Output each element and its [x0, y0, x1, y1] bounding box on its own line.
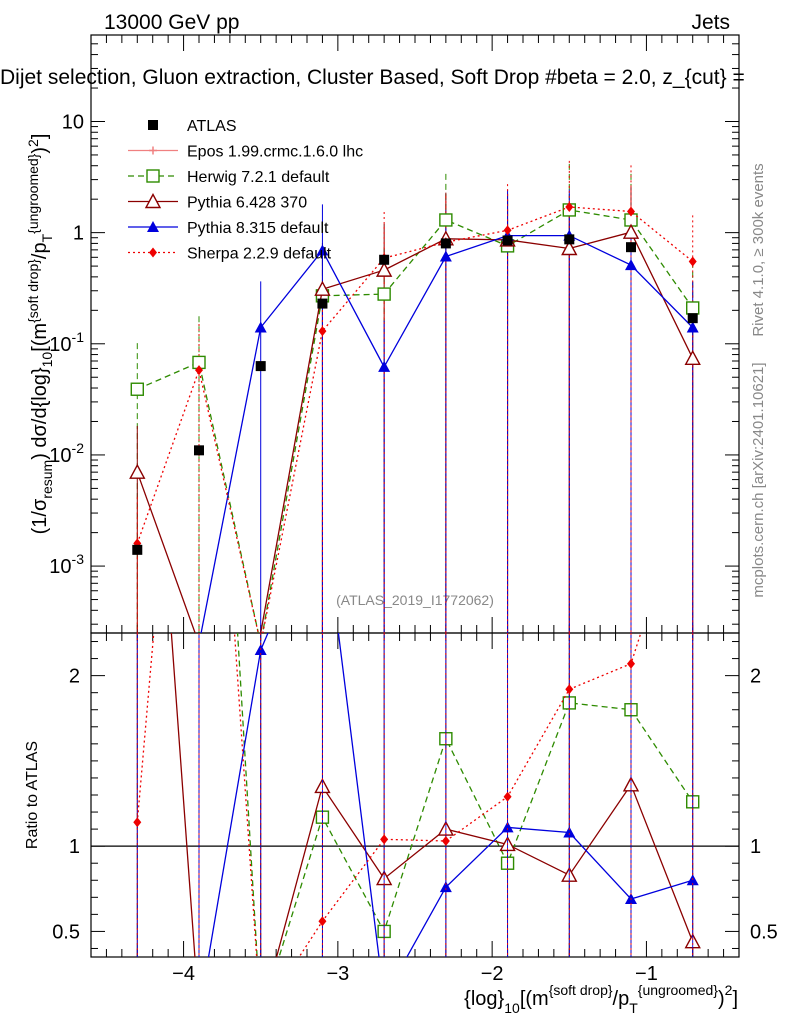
- x-axis-label: {log}10[(m{soft drop}/pT{ungroomed})2]: [464, 982, 738, 1016]
- ratio-line-pythia: [207, 633, 693, 957]
- atlas-data-point: [440, 238, 451, 249]
- atlas-data-point: [687, 313, 698, 324]
- axes-layer: 10-3 10-2 10-1 1 10 −4 −3 −2 −1 0.5 0.5 1 1 2 2: [49, 34, 778, 985]
- atlas-data-point: [194, 445, 204, 456]
- ratio-point: [439, 881, 452, 893]
- ratio-point: [565, 684, 574, 695]
- main-y-tick-label: 1: [73, 223, 84, 245]
- data-point: [622, 223, 640, 239]
- side-rivet-label: Rivet 4.1.0, ≥ 300k events: [750, 163, 767, 336]
- x-tick-label: −4: [172, 963, 195, 985]
- atlas-data-point: [317, 298, 328, 309]
- ratio-point: [503, 791, 512, 802]
- data-point: [686, 321, 699, 333]
- atlas-data-point: [379, 254, 390, 265]
- legend: ATLAS Epos 1.99.crmc.1.6.0 lhc Herwig 7.2.…: [128, 118, 363, 263]
- ratio-y-axis-label: Ratio to ATLAS: [24, 741, 41, 849]
- x-tick-label: −3: [326, 963, 349, 985]
- data-point: [375, 261, 393, 277]
- legend-label: Pythia 6.428 370: [187, 195, 307, 212]
- data-point: [316, 244, 329, 256]
- series-layer: [129, 160, 701, 957]
- data-point: [561, 240, 578, 256]
- data-point: [684, 349, 701, 366]
- atlas-data-point: [255, 361, 266, 372]
- main-y-tick-label: 10: [62, 111, 84, 133]
- data-point: [439, 250, 452, 262]
- series-line-pythia: [136, 231, 694, 633]
- legend-marker: [144, 193, 162, 209]
- ratio-point: [563, 826, 576, 838]
- legend-marker: [149, 146, 157, 155]
- main-y-tick-label: 10-1: [49, 329, 84, 356]
- main-series-group: [129, 160, 701, 633]
- legend-label: Sherpa 2.2.9 default: [187, 246, 332, 263]
- ratio-y-tick-label-right: 2: [750, 666, 761, 688]
- legend-label: ATLAS: [187, 118, 237, 135]
- series-line-sherpa: [136, 206, 694, 633]
- legend-marker: [148, 120, 158, 130]
- plot-title: Dijet selection, Gluon extraction, Clust…: [0, 66, 745, 89]
- ratio-line-pythia: [170, 633, 694, 957]
- ratio-y-tick-label-right: 1: [750, 836, 761, 858]
- data-point: [625, 259, 637, 271]
- legend-marker: [147, 221, 159, 232]
- data-point: [314, 280, 331, 296]
- ratio-point: [318, 916, 327, 927]
- main-y-tick-label: 10-2: [49, 440, 84, 467]
- data-point: [439, 213, 453, 227]
- atlas-data-point: [502, 235, 513, 246]
- data-point: [195, 365, 203, 376]
- x-tick-label: −2: [481, 963, 504, 985]
- header-jets: Jets: [691, 11, 730, 34]
- ratio-point: [627, 658, 635, 669]
- data-point: [254, 321, 267, 333]
- data-point: [378, 360, 391, 372]
- ratio-point: [133, 817, 142, 828]
- legend-marker: [149, 247, 157, 258]
- ratio-point: [501, 821, 514, 833]
- ratio-y-tick-label: 0.5: [52, 921, 80, 943]
- analysis-watermark: (ATLAS_2019_I1772062): [336, 592, 494, 608]
- ratio-line-herwig: [236, 633, 694, 957]
- data-point: [129, 463, 146, 479]
- data-point: [688, 256, 697, 267]
- legend-label: Pythia 8.315 default: [187, 220, 329, 237]
- atlas-data-point: [626, 242, 636, 253]
- side-mcplots-label: mcplots.cern.ch [arXiv:2401.10621]: [750, 362, 767, 597]
- legend-marker: [146, 169, 160, 183]
- series-line-herwig: [137, 209, 694, 633]
- data-point: [130, 382, 144, 396]
- series-line-pythia: [200, 234, 694, 633]
- ratio-point: [441, 836, 450, 847]
- data-point: [318, 326, 327, 337]
- data-point: [565, 202, 574, 213]
- atlas-data-point: [564, 234, 575, 245]
- legend-label: Herwig 7.2.1 default: [187, 169, 330, 186]
- header-energy: 13000 GeV pp: [104, 11, 239, 34]
- atlas-data-point: [132, 544, 143, 555]
- ratio-panel-frame: [90, 632, 740, 958]
- legend-label: Epos 1.99.crmc.1.6.0 lhc: [187, 144, 363, 161]
- data-point: [503, 225, 512, 236]
- ratio-y-tick-label-right: 0.5: [750, 921, 778, 943]
- main-y-axis-label: (1/σresum) dσ/d{log}10[(m{soft drop}/pT{…: [25, 134, 55, 535]
- x-tick-label: −1: [635, 963, 658, 985]
- data-point: [686, 301, 700, 315]
- main-y-tick-label: 10-3: [49, 551, 84, 578]
- data-point: [627, 206, 635, 217]
- data-point: [377, 287, 391, 301]
- ratio-point: [380, 834, 389, 845]
- ratio-series-group: [133, 633, 701, 957]
- ratio-y-tick-label: 1: [69, 836, 80, 858]
- ratio-y-tick-label: 2: [69, 666, 80, 688]
